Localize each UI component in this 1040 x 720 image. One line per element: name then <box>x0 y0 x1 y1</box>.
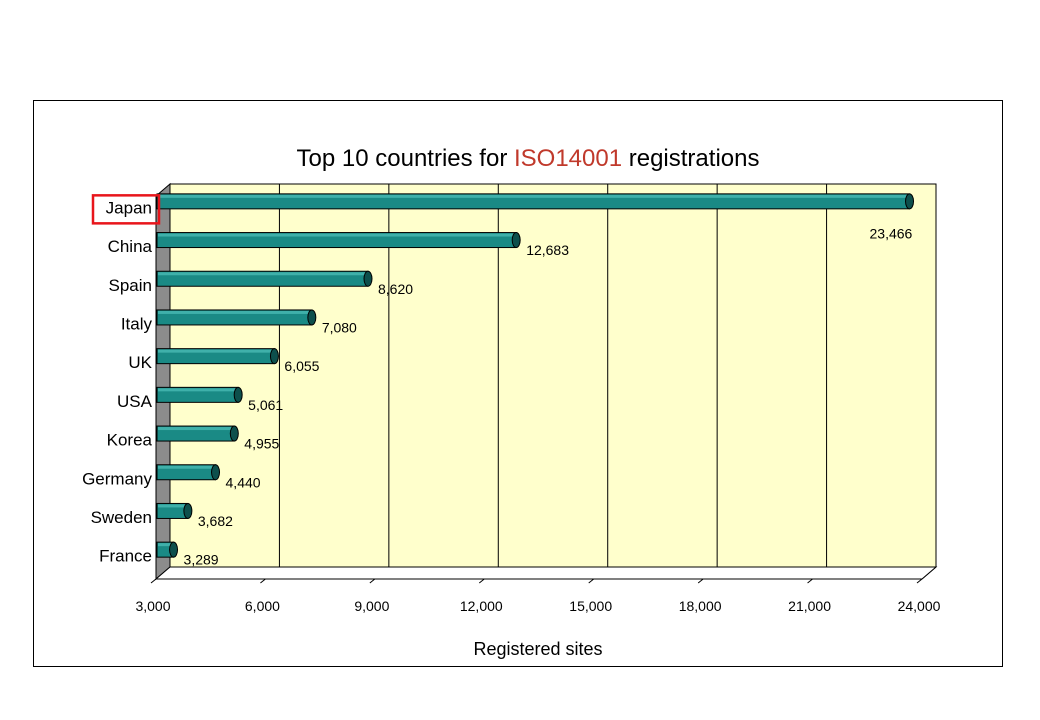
bar-italy: 7,080 <box>156 309 357 335</box>
tick-label: 3,000 <box>135 598 170 614</box>
x-tick <box>260 578 266 584</box>
x-axis-title: Registered sites <box>473 639 602 659</box>
category-label-japan: Japan <box>106 198 152 217</box>
data-label-germany: 4,440 <box>226 474 261 490</box>
x-axis <box>150 566 938 584</box>
bar-highlight <box>158 543 173 547</box>
bar-highlight <box>158 194 909 198</box>
category-label-usa: USA <box>117 392 153 411</box>
tick-label: 21,000 <box>788 598 831 614</box>
data-label-japan: 23,466 <box>870 225 913 241</box>
bar-germany: 4,440 <box>156 464 261 490</box>
tick-label: 15,000 <box>569 598 612 614</box>
tick-label: 6,000 <box>245 598 280 614</box>
x-tick <box>807 578 813 584</box>
category-label-france: France <box>99 547 152 566</box>
bar-korea: 4,955 <box>156 425 280 452</box>
bar-cap <box>905 193 915 210</box>
bar-cap <box>211 464 221 481</box>
x-tick <box>588 578 595 584</box>
bar-usa: 5,061 <box>156 386 283 413</box>
floor <box>154 566 938 580</box>
bar-highlight <box>158 272 367 276</box>
bar-highlight <box>158 233 516 237</box>
chart-title-part-1: ISO14001 <box>514 145 622 172</box>
data-label-sweden: 3,682 <box>198 513 233 529</box>
bar-cap <box>307 309 317 326</box>
category-label-germany: Germany <box>82 469 152 488</box>
category-label-china: China <box>108 237 153 256</box>
tick-labels: 3,000 6,000 9,000 12,000 15,000 18,000 21,000 2… <box>135 598 940 614</box>
chart-title-part-0: Top 10 countries for <box>297 145 514 172</box>
data-label-korea: 4,955 <box>244 436 279 452</box>
bar-highlight <box>158 504 187 508</box>
tick-label: 12,000 <box>460 598 503 614</box>
bar-sweden: 3,682 <box>156 502 233 529</box>
bar-japan: 23,466 <box>156 193 915 241</box>
data-label-uk: 6,055 <box>284 358 319 374</box>
data-label-usa: 5,061 <box>248 397 283 413</box>
bar-highlight <box>158 388 238 392</box>
bar-spain: 8,620 <box>156 270 413 297</box>
tick-label: 18,000 <box>679 598 722 614</box>
bar-cap <box>229 425 239 442</box>
chart-title: Top 10 countries for ISO14001 registrati… <box>297 145 760 172</box>
bar-highlight <box>158 310 311 314</box>
bar-cap <box>233 386 243 403</box>
x-tick <box>150 578 157 584</box>
bar-cap <box>169 541 179 558</box>
category-label-korea: Korea <box>107 431 153 450</box>
bar-cap <box>363 270 373 287</box>
category-labels: Japan China Spain Italy UK USA Korea Germany Swe… <box>82 198 153 565</box>
bar-cap <box>183 502 193 519</box>
bar-highlight <box>158 349 274 353</box>
bar-china: 12,683 <box>156 232 569 258</box>
category-label-spain: Spain <box>109 276 152 295</box>
highlight-box <box>91 194 161 225</box>
tick-label: 24,000 <box>898 598 941 614</box>
category-label-sweden: Sweden <box>91 508 152 527</box>
x-tick <box>697 578 704 584</box>
category-label-italy: Italy <box>121 314 153 333</box>
bar-highlight <box>158 465 215 469</box>
tick-label: 9,000 <box>354 598 389 614</box>
bar-cap <box>511 232 521 249</box>
data-label-spain: 8,620 <box>378 281 413 297</box>
bars: 23,466 12,683 8,620 7,080 6,055 5,061 4,955 4,4… <box>156 193 915 568</box>
x-tick <box>369 578 376 584</box>
category-label-uk: UK <box>128 353 152 372</box>
data-label-france: 3,289 <box>184 552 219 568</box>
x-tick <box>916 578 923 584</box>
data-label-italy: 7,080 <box>322 319 357 335</box>
x-tick <box>478 578 485 584</box>
bar-cap <box>269 348 279 365</box>
chart-title-part-2: registrations <box>622 145 759 172</box>
bar-highlight <box>158 427 234 431</box>
bar-uk: 6,055 <box>156 348 320 374</box>
bar-france: 3,289 <box>156 541 219 568</box>
data-label-china: 12,683 <box>526 242 569 258</box>
